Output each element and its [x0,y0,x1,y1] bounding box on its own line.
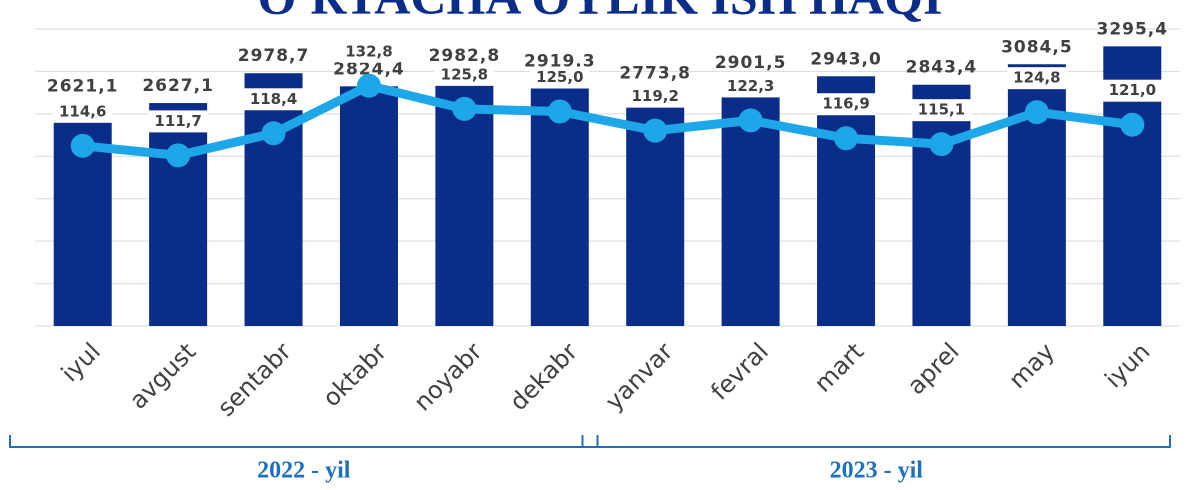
line-label: 124,8 [1013,69,1060,87]
line-marker [1120,112,1145,137]
bar-label: 2919,3 [524,51,596,71]
line [82,81,1133,160]
x-tick-label: iyun [1099,337,1155,393]
x-tick-label: yanvar [600,337,679,416]
bar [339,86,398,326]
bar-label: 2621,1 [47,77,119,97]
x-tick-label: oktabr [317,337,392,412]
line-label: 122,3 [727,77,774,95]
bar [149,103,208,326]
group-bracket [581,435,1171,448]
line-marker [356,73,381,98]
bar-label: 2982,8 [429,46,501,66]
line-label-bg [1006,67,1067,90]
x-tick-label: sentabr [212,337,297,422]
line-label-bg [720,75,781,98]
x-tick-label: avgust [124,337,201,414]
line-marker [70,133,95,158]
x-tick-label: dekabr [504,337,583,416]
bar-label: 2978,7 [238,46,310,66]
line-marker [166,143,191,168]
x-tick-label: aprel [902,337,965,400]
bar-label: 2901,5 [715,53,787,73]
group-label: 2023 - yil [830,458,924,484]
line-label: 116,9 [822,95,869,113]
line-label: 121,0 [1109,81,1156,99]
bar [244,73,303,327]
line-label-bg [148,110,209,133]
bar-label: 3295,4 [1096,19,1168,39]
line-label-bg [434,63,495,86]
line-marker [547,99,572,124]
bar [912,84,971,327]
x-tick-label: iyul [56,337,106,387]
line-label-bg [816,93,877,116]
chart-title: O'RTACHA OYLIK ISH HAQI [258,0,943,24]
line-marker [929,132,954,157]
line-label-bg [338,40,399,63]
line-label-bg [911,99,972,122]
line-label: 132,8 [345,42,392,60]
bar-label: 2627,1 [142,76,214,96]
line-marker [738,108,763,133]
bar-label: 2943,0 [810,49,882,69]
line-marker [1024,100,1049,125]
line-label-bg [243,88,304,111]
x-tick-label: may [1003,337,1060,394]
line-label-bg [52,100,113,123]
line-marker [261,121,286,146]
x-tick-label: noyabr [408,337,487,416]
line-label: 115,1 [918,101,965,119]
group-label: 2022 - yil [257,458,351,484]
line-marker [452,96,477,121]
line-label-bg [1102,79,1163,102]
line-label-bg [529,66,590,89]
line-marker [643,118,668,143]
bar-label: 3084,5 [1001,37,1073,57]
line-label: 114,6 [59,102,106,120]
x-tick-label: mart [809,337,869,397]
bar-label: 2773,8 [619,64,691,84]
line-label: 118,4 [250,90,297,108]
bar [817,76,876,326]
bar-label: 2843,4 [906,58,978,78]
line-label: 111,7 [154,112,201,130]
line-label: 125,8 [441,65,488,83]
bar-label: 2824,4 [333,59,405,79]
line-label-bg [625,85,686,108]
group-bracket [9,435,599,448]
x-tick-label: fevral [705,337,773,405]
line-marker [834,126,859,151]
line-label: 125,0 [536,68,583,86]
line-label: 119,2 [631,87,678,105]
